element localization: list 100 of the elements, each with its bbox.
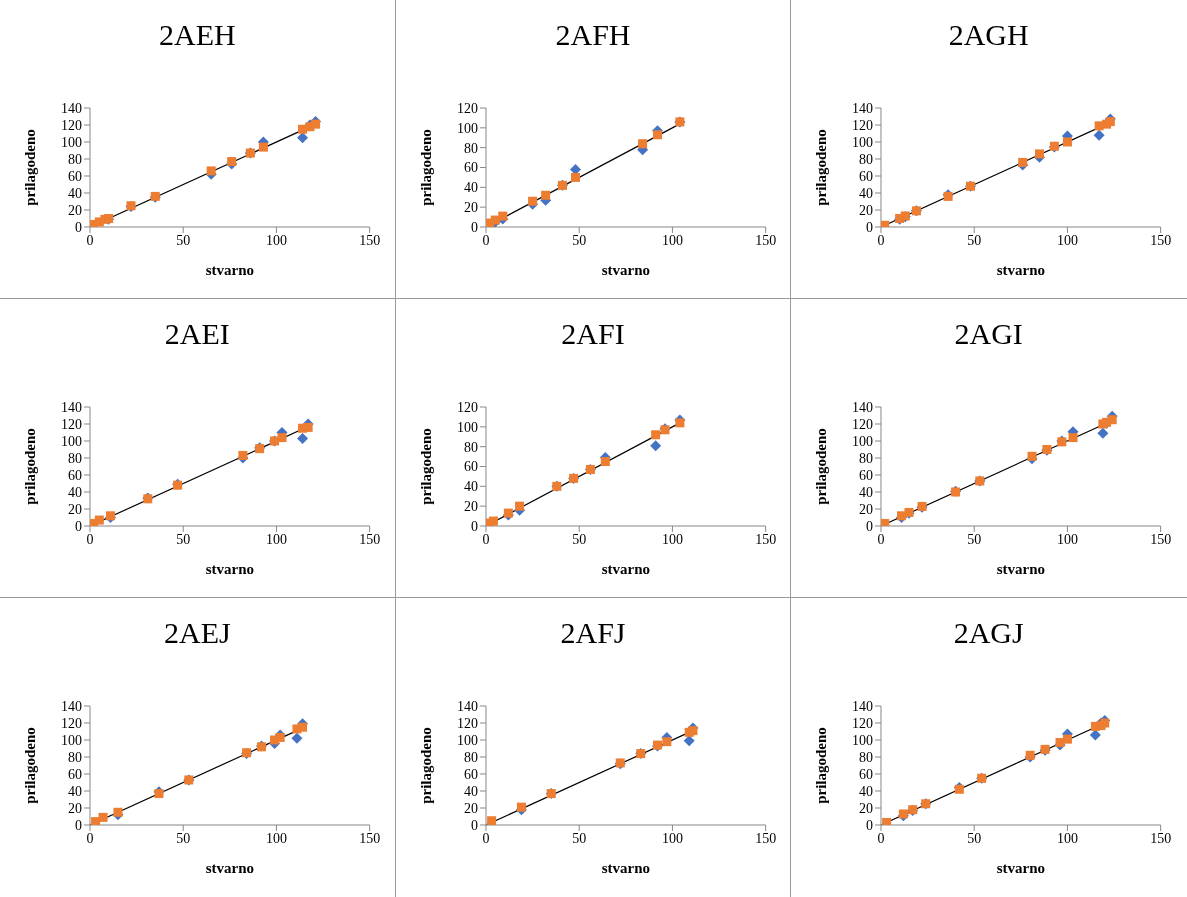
y-tick-label: 40: [463, 783, 478, 799]
y-tick-label: 20: [859, 800, 874, 816]
y-axis-title: prilagodeno: [22, 129, 39, 206]
y-tick-label: 0: [866, 817, 874, 833]
y-tick-label: 0: [75, 817, 82, 833]
x-tick-label: 50: [176, 830, 191, 846]
y-tick-label: 60: [68, 168, 83, 184]
y-tick-label: 80: [859, 151, 874, 167]
y-tick-label: 60: [859, 766, 874, 782]
chart-title: 2AEI: [163, 317, 231, 351]
y-tick-label: 100: [456, 120, 478, 136]
y-tick-label: 40: [859, 484, 874, 500]
x-tick-label: 150: [754, 232, 776, 248]
y-tick-label: 60: [68, 467, 83, 483]
y-axis-title: prilagodeno: [813, 428, 830, 505]
x-tick-label: 100: [265, 232, 287, 248]
y-tick-label: 100: [61, 433, 82, 449]
x-tick-label: 50: [176, 531, 191, 547]
x-tick-label: 0: [482, 531, 490, 547]
x-axis-title: stvarno: [205, 860, 254, 876]
x-axis-title: stvarno: [205, 262, 254, 278]
x-axis-title: stvarno: [997, 860, 1046, 876]
x-tick-label: 100: [661, 232, 683, 248]
x-tick-label: 0: [877, 830, 885, 846]
y-axis-title: prilagodeno: [417, 428, 434, 505]
y-tick-label: 60: [463, 160, 478, 176]
x-tick-label: 150: [359, 232, 381, 248]
y-tick-label: 60: [859, 168, 874, 184]
y-tick-label: 0: [866, 219, 874, 235]
chart-title: 2AGJ: [952, 616, 1025, 650]
y-tick-label: 60: [859, 467, 874, 483]
y-tick-label: 20: [463, 800, 478, 816]
y-tick-label: 40: [859, 783, 874, 799]
x-tick-label: 50: [967, 830, 982, 846]
y-tick-label: 20: [68, 202, 83, 218]
x-tick-label: 150: [1150, 830, 1172, 846]
y-axis-title: prilagodeno: [22, 727, 39, 804]
y-tick-label: 60: [68, 766, 83, 782]
y-tick-label: 40: [859, 185, 874, 201]
x-tick-label: 0: [482, 232, 490, 248]
x-axis-title: stvarno: [601, 262, 650, 278]
y-tick-label: 120: [852, 416, 874, 432]
y-tick-label: 0: [470, 219, 478, 235]
y-tick-label: 140: [61, 698, 82, 714]
y-tick-label: 20: [859, 202, 874, 218]
x-tick-label: 100: [265, 830, 287, 846]
y-tick-label: 80: [68, 450, 83, 466]
y-axis-title: prilagodeno: [813, 129, 830, 206]
x-tick-label: 150: [754, 531, 776, 547]
x-axis-title: stvarno: [997, 561, 1046, 577]
y-tick-label: 40: [68, 185, 83, 201]
x-tick-label: 50: [176, 232, 191, 248]
y-tick-label: 60: [463, 459, 478, 475]
y-tick-label: 100: [456, 419, 478, 435]
x-tick-label: 50: [571, 830, 586, 846]
x-tick-label: 100: [1057, 830, 1079, 846]
chart-title: 2AGI: [953, 317, 1024, 351]
y-tick-label: 120: [852, 117, 874, 133]
y-tick-label: 80: [68, 151, 83, 167]
y-tick-label: 120: [456, 399, 478, 415]
y-tick-label: 140: [61, 100, 82, 116]
x-axis-title: stvarno: [997, 262, 1046, 278]
x-tick-label: 0: [86, 232, 94, 248]
x-tick-label: 150: [1150, 531, 1172, 547]
x-tick-label: 50: [967, 531, 982, 547]
y-tick-label: 0: [75, 219, 82, 235]
x-tick-label: 0: [877, 531, 885, 547]
x-tick-label: 100: [1057, 531, 1079, 547]
y-tick-label: 80: [859, 450, 874, 466]
y-tick-label: 40: [68, 484, 83, 500]
y-axis-title: prilagodeno: [22, 428, 39, 505]
chart-title: 2AFH: [554, 18, 632, 52]
x-tick-label: 150: [1150, 232, 1172, 248]
y-tick-label: 140: [456, 698, 478, 714]
y-tick-label: 120: [61, 117, 82, 133]
x-tick-label: 0: [86, 830, 94, 846]
x-axis-title: stvarno: [601, 561, 650, 577]
y-tick-label: 40: [463, 180, 478, 196]
y-tick-label: 100: [61, 732, 82, 748]
y-tick-label: 80: [68, 749, 83, 765]
x-tick-label: 100: [265, 531, 287, 547]
y-tick-label: 80: [463, 749, 478, 765]
y-tick-label: 20: [859, 501, 874, 517]
y-tick-label: 20: [68, 501, 83, 517]
y-axis-title: prilagodeno: [417, 129, 434, 206]
chart-title: 2AFJ: [559, 616, 627, 650]
chart-title: 2AGH: [947, 18, 1030, 52]
y-axis-title: prilagodeno: [417, 727, 434, 804]
y-tick-label: 140: [852, 698, 874, 714]
x-tick-label: 0: [86, 531, 94, 547]
y-tick-label: 40: [463, 479, 478, 495]
x-tick-label: 150: [359, 830, 381, 846]
y-tick-label: 80: [859, 749, 874, 765]
x-tick-label: 50: [571, 531, 586, 547]
x-tick-label: 100: [661, 830, 683, 846]
x-tick-label: 150: [754, 830, 776, 846]
x-tick-label: 50: [967, 232, 982, 248]
y-tick-label: 80: [463, 140, 478, 156]
y-tick-label: 140: [852, 399, 874, 415]
y-tick-label: 120: [456, 715, 478, 731]
